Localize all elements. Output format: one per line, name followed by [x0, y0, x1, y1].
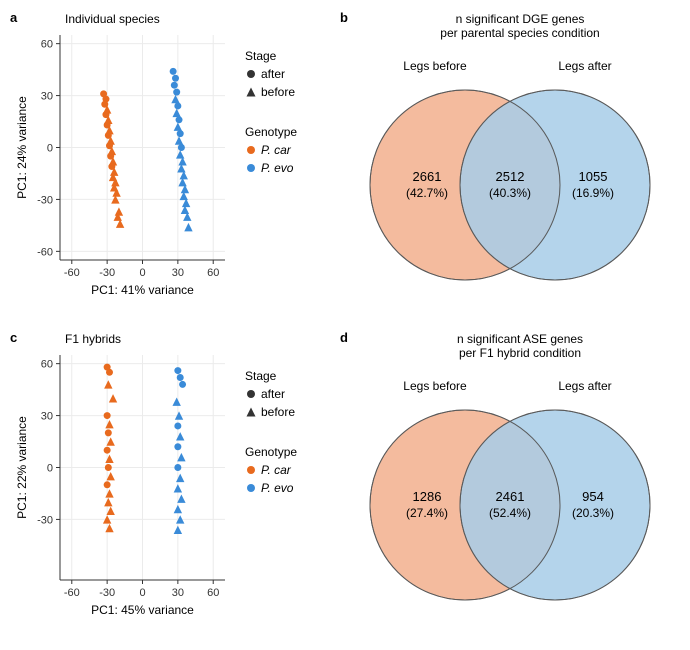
svg-text:954: 954 [582, 489, 604, 504]
svg-text:2661: 2661 [413, 169, 442, 184]
panel-d: d n significant ASE genes per F1 hybrid … [340, 330, 690, 640]
svg-text:Legs after: Legs after [558, 379, 611, 393]
panel-d-title1: n significant ASE genes [340, 332, 690, 346]
svg-text:(40.3%): (40.3%) [489, 186, 531, 200]
svg-text:PC1: 24% variance: PC1: 24% variance [15, 96, 29, 199]
svg-text:0: 0 [47, 143, 53, 155]
svg-text:Stage: Stage [245, 49, 277, 63]
svg-text:after: after [261, 387, 285, 401]
svg-text:P. car: P. car [261, 143, 292, 157]
svg-text:before: before [261, 85, 295, 99]
svg-text:2461: 2461 [496, 489, 525, 504]
figure-grid: a Individual species -60 -30 0 30 60 -60 -30 0 3… [10, 10, 680, 640]
svg-text:-30: -30 [37, 194, 53, 206]
svg-text:P. evo: P. evo [261, 481, 294, 495]
svg-text:60: 60 [41, 39, 53, 51]
svg-text:PC1: 22% variance: PC1: 22% variance [15, 416, 29, 519]
panel-d-title2: per F1 hybrid condition [340, 346, 690, 360]
svg-text:30: 30 [41, 411, 53, 423]
panel-b-venn: Legs before Legs after 2661 (42.7%) 2512 (40.… [340, 40, 680, 290]
svg-text:(52.4%): (52.4%) [489, 506, 531, 520]
panel-a: a Individual species -60 -30 0 30 60 -60 -30 0 3… [10, 10, 340, 320]
panel-c: c F1 hybrids -60 -30 0 30 60 -30 0 30 60 PC1: 45%… [10, 330, 340, 640]
svg-text:after: after [261, 67, 285, 81]
svg-text:-60: -60 [64, 587, 80, 599]
svg-text:-30: -30 [99, 587, 115, 599]
svg-text:30: 30 [41, 91, 53, 103]
svg-text:Legs after: Legs after [558, 59, 611, 73]
svg-text:Legs before: Legs before [403, 379, 467, 393]
svg-text:(27.4%): (27.4%) [406, 506, 448, 520]
svg-text:P. evo: P. evo [261, 161, 294, 175]
svg-text:Legs before: Legs before [403, 59, 467, 73]
svg-text:before: before [261, 405, 295, 419]
svg-text:1055: 1055 [579, 169, 608, 184]
svg-text:Genotype: Genotype [245, 125, 297, 139]
svg-text:0: 0 [139, 267, 145, 279]
svg-text:30: 30 [172, 267, 184, 279]
panel-a-svg: -60 -30 0 30 60 -60 -30 0 30 60 PC1: 41% variance P… [10, 10, 340, 310]
svg-text:(20.3%): (20.3%) [572, 506, 614, 520]
svg-text:60: 60 [207, 587, 219, 599]
svg-text:2512: 2512 [496, 169, 525, 184]
svg-text:-60: -60 [64, 267, 80, 279]
svg-text:60: 60 [207, 267, 219, 279]
svg-text:1286: 1286 [413, 489, 442, 504]
svg-text:(42.7%): (42.7%) [406, 186, 448, 200]
svg-text:Stage: Stage [245, 369, 277, 383]
panel-c-label: c [10, 330, 17, 345]
panel-d-label: d [340, 330, 348, 345]
svg-text:P. car: P. car [261, 463, 292, 477]
panel-a-title: Individual species [65, 12, 160, 26]
svg-text:-30: -30 [37, 514, 53, 526]
panel-c-svg: -60 -30 0 30 60 -30 0 30 60 PC1: 45% variance PC1:… [10, 330, 340, 630]
svg-text:-30: -30 [99, 267, 115, 279]
svg-text:0: 0 [47, 463, 53, 475]
panel-c-title: F1 hybrids [65, 332, 121, 346]
panel-b-label: b [340, 10, 348, 25]
svg-text:30: 30 [172, 587, 184, 599]
svg-text:Genotype: Genotype [245, 445, 297, 459]
svg-text:60: 60 [41, 359, 53, 371]
panel-a-label: a [10, 10, 17, 25]
panel-b: b n significant DGE genes per parental s… [340, 10, 690, 320]
svg-text:0: 0 [139, 587, 145, 599]
svg-text:(16.9%): (16.9%) [572, 186, 614, 200]
svg-text:PC1: 41% variance: PC1: 41% variance [91, 283, 194, 297]
svg-text:-60: -60 [37, 246, 53, 258]
panel-b-title2: per parental species condition [340, 26, 690, 40]
panel-d-venn: Legs before Legs after 1286 (27.4%) 2461 (52.… [340, 360, 680, 610]
svg-text:PC1: 45% variance: PC1: 45% variance [91, 603, 194, 617]
panel-b-title1: n significant DGE genes [340, 12, 690, 26]
